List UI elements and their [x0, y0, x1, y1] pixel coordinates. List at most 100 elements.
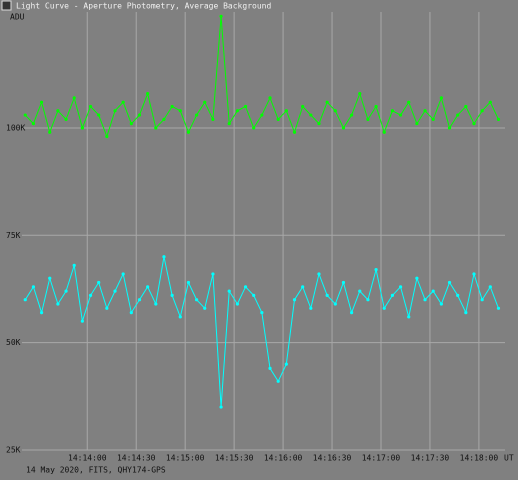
x-tick-label: 14:17:30: [411, 454, 450, 463]
data-point: [366, 298, 370, 302]
data-point: [447, 126, 452, 130]
data-point: [194, 113, 199, 117]
data-point: [456, 113, 460, 117]
data-point: [129, 310, 133, 315]
data-point: [447, 280, 452, 285]
data-point: [178, 109, 182, 113]
data-point: [374, 268, 378, 272]
data-point: [170, 293, 174, 298]
data-point: [350, 113, 354, 117]
data-point: [80, 319, 84, 323]
x-tick-label: 14:14:30: [117, 454, 156, 463]
data-point: [105, 306, 109, 310]
data-point: [472, 272, 476, 276]
x-tick-label: 14:16:30: [313, 454, 352, 463]
data-point: [292, 298, 297, 302]
x-tick-label: 14:15:30: [215, 454, 254, 463]
data-point: [317, 122, 321, 126]
data-point: [227, 289, 231, 293]
data-point: [268, 366, 272, 371]
data-point: [317, 272, 321, 276]
app-icon[interactable]: [1, 0, 12, 11]
data-point: [301, 285, 305, 289]
data-point: [211, 117, 215, 121]
data-point: [390, 293, 395, 298]
data-point: [398, 113, 403, 117]
data-point: [39, 100, 44, 104]
y-tick-label: 50K: [6, 338, 21, 347]
data-point: [97, 113, 101, 117]
data-point: [366, 117, 370, 121]
x-tick-label: 14:18:00: [460, 454, 499, 463]
data-point: [162, 255, 166, 259]
data-point: [129, 122, 133, 126]
data-point: [137, 113, 142, 117]
data-point: [374, 104, 378, 109]
data-point: [423, 109, 427, 113]
x-tick-label: 14:16:00: [264, 454, 303, 463]
data-point: [194, 298, 199, 302]
data-point: [154, 302, 158, 306]
y-axis-label: ADU: [10, 13, 25, 22]
data-point: [88, 104, 93, 109]
data-point: [431, 289, 435, 293]
data-point: [382, 130, 386, 134]
data-point: [284, 362, 288, 366]
data-point: [309, 113, 313, 117]
data-point: [276, 379, 280, 383]
data-point: [186, 130, 191, 134]
y-tick-label: 100K: [6, 123, 25, 132]
data-point: [88, 293, 93, 298]
data-point: [146, 285, 150, 289]
data-point: [252, 293, 256, 298]
data-point: [162, 117, 166, 121]
data-point: [325, 100, 329, 104]
data-point: [23, 298, 27, 302]
data-point: [260, 310, 264, 315]
data-point: [219, 405, 223, 409]
data-point: [186, 280, 191, 285]
data-point: [276, 117, 280, 121]
data-point: [333, 109, 337, 113]
data-point: [333, 302, 337, 306]
data-point: [260, 113, 264, 117]
y-tick-label: 75K: [6, 231, 21, 240]
data-point: [235, 109, 239, 113]
data-point: [170, 104, 174, 109]
data-point: [382, 306, 386, 310]
data-point: [243, 285, 248, 289]
data-point: [407, 100, 411, 104]
data-point: [415, 276, 419, 280]
data-point: [211, 272, 215, 276]
data-point: [456, 293, 460, 298]
data-point: [72, 96, 76, 100]
data-point: [407, 315, 411, 319]
data-point: [472, 122, 476, 126]
data-point: [350, 310, 354, 315]
data-point: [64, 289, 68, 293]
data-point: [235, 302, 239, 306]
data-point: [113, 109, 117, 113]
data-point: [31, 285, 36, 289]
data-point: [48, 130, 52, 134]
data-point: [292, 130, 297, 134]
data-point: [137, 298, 142, 302]
data-point: [358, 289, 362, 293]
data-point: [341, 126, 346, 130]
data-point: [97, 280, 101, 285]
data-point: [464, 104, 468, 109]
data-point: [252, 126, 256, 130]
data-point: [341, 280, 346, 285]
data-point: [105, 134, 109, 139]
data-point: [31, 122, 36, 126]
data-point: [325, 293, 329, 298]
data-point: [23, 113, 27, 117]
data-point: [268, 96, 272, 100]
data-point: [439, 96, 443, 100]
data-point: [56, 109, 60, 113]
data-point: [415, 122, 419, 126]
data-point: [284, 109, 288, 113]
data-point: [496, 306, 501, 310]
